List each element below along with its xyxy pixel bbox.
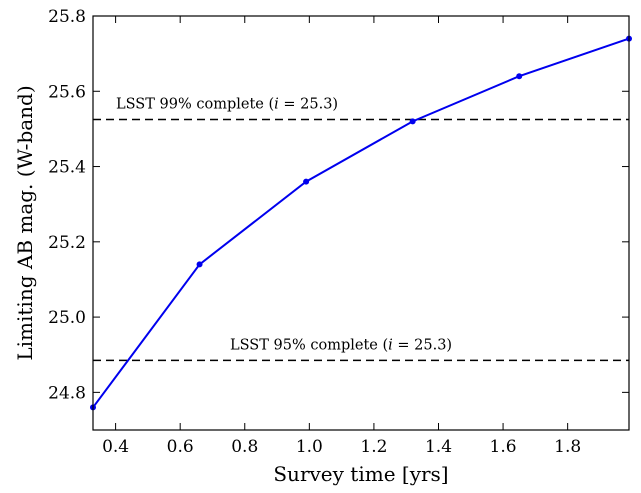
data-point xyxy=(409,118,416,125)
reference-label-value: = 25.3) xyxy=(393,337,452,353)
x-tick-label: 1.0 xyxy=(296,437,323,457)
y-tick-label: 25.8 xyxy=(48,7,86,27)
y-tick-label: 25.2 xyxy=(48,233,86,253)
reference-label-variable: i xyxy=(274,97,279,113)
annotations: LSST 99% complete (i = 25.3)LSST 95% com… xyxy=(116,97,452,354)
x-tick-label: 1.6 xyxy=(490,437,517,457)
x-tick-label: 0.4 xyxy=(102,437,129,457)
reference-line-label: LSST 99% complete (i = 25.3) xyxy=(116,97,338,113)
plot-frame xyxy=(92,15,630,431)
x-tick-label: 1.4 xyxy=(425,437,452,457)
data-point xyxy=(303,178,310,185)
reference-label-text: LSST 95% complete ( xyxy=(230,337,388,353)
data-point xyxy=(196,261,203,268)
y-tick-label: 25.4 xyxy=(48,158,86,178)
y-tick-label: 25.0 xyxy=(48,308,86,328)
x-tick-label: 0.6 xyxy=(167,437,194,457)
x-tick-label: 1.8 xyxy=(554,437,581,457)
x-tick-label: 1.2 xyxy=(360,437,387,457)
y-tick-label: 24.8 xyxy=(48,383,86,403)
reference-label-variable: i xyxy=(388,337,393,353)
y-tick-label: 25.6 xyxy=(48,82,86,102)
reference-label-text: LSST 99% complete ( xyxy=(116,97,274,113)
x-tick-label: 0.8 xyxy=(231,437,258,457)
reference-lines xyxy=(93,118,629,362)
y-axis-label: Limiting AB mag. (W-band) xyxy=(13,85,37,360)
x-axis-ticks: 0.4 0.6 0.8 1.0 1.2 1.4 1.6 1.8 xyxy=(102,16,581,457)
reference-label-value: = 25.3) xyxy=(279,97,338,113)
x-axis-label: Survey time [yrs] xyxy=(273,462,448,486)
y-axis-ticks: 24.8 25.0 25.2 25.4 25.6 25.8 xyxy=(48,7,629,403)
data-point xyxy=(516,73,523,80)
series-group xyxy=(90,35,632,411)
series-line xyxy=(92,37,630,409)
reference-line-label: LSST 95% complete (i = 25.3) xyxy=(230,337,452,353)
